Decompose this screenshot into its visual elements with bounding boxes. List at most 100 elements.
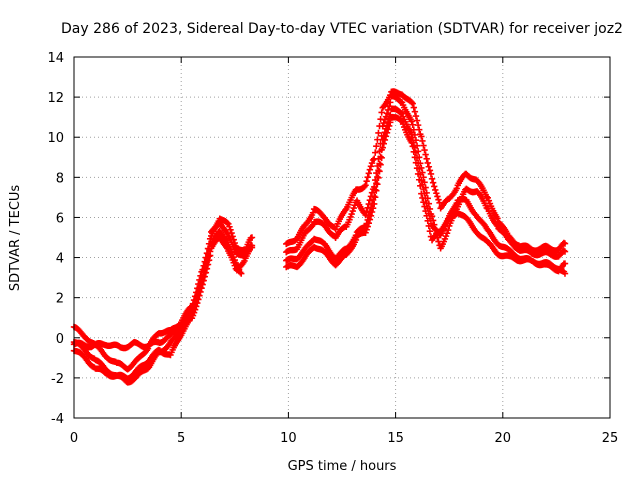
data-point — [408, 139, 415, 146]
data-point — [442, 232, 450, 240]
data-point — [414, 121, 422, 129]
data-point — [204, 261, 212, 268]
series-track-2 — [70, 92, 569, 373]
grid-layer — [74, 57, 610, 418]
data-point — [368, 208, 376, 216]
data-points — [70, 88, 569, 386]
data-point — [398, 117, 406, 125]
data-point — [190, 309, 198, 316]
data-point — [372, 149, 379, 156]
data-point — [428, 175, 436, 182]
data-point — [199, 281, 206, 288]
data-point — [424, 159, 431, 167]
data-point — [379, 144, 386, 151]
data-point — [248, 234, 256, 241]
data-point — [421, 146, 428, 154]
data-point — [236, 269, 244, 276]
data-point — [368, 189, 376, 196]
data-point — [424, 217, 431, 224]
data-point — [387, 99, 394, 106]
data-point — [375, 174, 382, 182]
data-point — [560, 247, 568, 254]
series-track-4 — [70, 114, 569, 382]
data-point — [420, 185, 427, 193]
data-point — [415, 126, 423, 133]
data-point — [444, 226, 452, 234]
data-point — [372, 186, 379, 193]
data-point — [198, 284, 205, 292]
x-tick-label: 0 — [70, 431, 78, 446]
y-tick-label: 2 — [56, 292, 64, 307]
data-point — [425, 222, 433, 230]
data-point — [412, 159, 420, 166]
data-point — [224, 219, 231, 227]
x-tick-label: 25 — [602, 431, 619, 446]
data-point — [248, 244, 256, 251]
data-point — [238, 270, 245, 277]
data-point — [443, 229, 451, 237]
data-point — [380, 119, 388, 127]
data-point — [191, 306, 199, 313]
data-point — [367, 163, 375, 170]
data-point — [378, 109, 385, 116]
data-point — [376, 160, 383, 167]
y-tick-label: 14 — [47, 51, 64, 66]
data-point — [413, 165, 421, 172]
data-point — [409, 121, 416, 128]
data-point — [374, 136, 381, 143]
data-point — [408, 99, 415, 106]
x-axis-title: GPS time / hours — [288, 459, 397, 474]
y-tick-label: 4 — [56, 252, 64, 267]
data-point — [374, 181, 381, 188]
data-point — [383, 110, 391, 117]
data-point — [429, 217, 437, 224]
data-point — [413, 117, 421, 124]
data-point — [369, 156, 377, 164]
data-point — [453, 185, 460, 192]
data-point — [197, 288, 204, 296]
data-point — [433, 190, 440, 197]
data-point — [367, 212, 375, 220]
data-point — [381, 116, 389, 124]
data-point — [429, 179, 437, 186]
data-point — [387, 119, 394, 126]
data-point — [364, 223, 371, 230]
data-point — [412, 112, 420, 120]
data-point — [378, 154, 385, 162]
data-point — [228, 229, 235, 237]
y-tick-label: 10 — [47, 131, 64, 146]
data-point — [379, 123, 386, 130]
plot-frame — [73, 56, 611, 419]
data-point — [193, 303, 200, 310]
data-point — [435, 238, 442, 245]
y-axis-title: SDTVAR / TECUs — [8, 185, 23, 292]
data-point — [425, 163, 433, 170]
data-point — [417, 182, 424, 190]
data-point — [414, 170, 422, 178]
data-point — [494, 215, 501, 222]
data-point — [366, 216, 374, 223]
data-point — [484, 194, 491, 201]
data-point — [410, 148, 418, 156]
data-point — [196, 292, 203, 299]
data-point — [362, 211, 369, 219]
data-point — [365, 170, 372, 177]
data-point — [420, 142, 427, 149]
data-point — [195, 296, 202, 303]
data-point — [561, 248, 569, 255]
data-point — [372, 194, 379, 201]
data-point — [408, 118, 415, 125]
data-point — [292, 236, 300, 244]
data-point — [309, 209, 317, 216]
data-point — [423, 212, 430, 220]
data-point — [430, 183, 438, 190]
data-point — [434, 193, 441, 200]
data-point — [426, 167, 434, 174]
data-point — [418, 133, 425, 140]
data-point — [493, 221, 500, 228]
data-point — [483, 193, 490, 200]
data-point — [411, 108, 419, 115]
data-point — [382, 133, 390, 140]
data-point — [201, 273, 208, 280]
data-point — [383, 129, 391, 136]
